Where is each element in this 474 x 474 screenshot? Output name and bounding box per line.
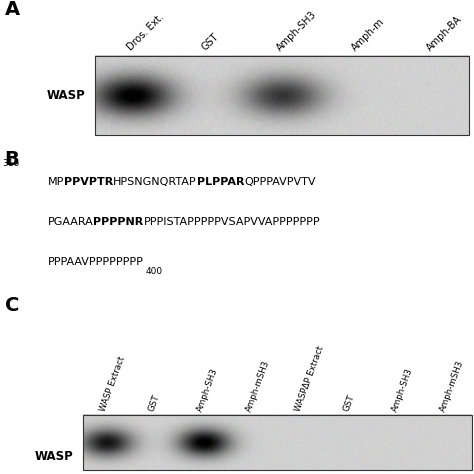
Text: PPPISTAPPPPPVSAPVVAPPPPPPP: PPPISTAPPPPPVSAPVVAPPPPPPP (144, 217, 320, 227)
Text: GST: GST (342, 393, 356, 413)
Text: 400: 400 (146, 267, 163, 276)
Text: Amph-mSH3: Amph-mSH3 (245, 359, 272, 413)
Text: Amph-BA: Amph-BA (425, 14, 464, 53)
Text: B: B (5, 150, 19, 169)
Text: PLPPAR: PLPPAR (197, 177, 244, 187)
Text: WASP: WASP (35, 450, 73, 464)
Text: GST: GST (147, 393, 162, 413)
Text: PPVPTR: PPVPTR (64, 177, 113, 187)
Text: WASP Extract: WASP Extract (99, 355, 127, 413)
Text: Amph-SH3: Amph-SH3 (275, 9, 319, 53)
Bar (95, 56, 469, 135)
Text: Dros. Ext.: Dros. Ext. (125, 12, 165, 53)
Text: QPPPAVPVTV: QPPPAVPVTV (244, 177, 316, 187)
Bar (83, 415, 472, 470)
Text: 316: 316 (2, 158, 19, 167)
Text: GST: GST (200, 32, 221, 53)
Text: C: C (5, 296, 19, 315)
Text: PPPPNR: PPPPNR (93, 217, 144, 227)
Text: Amph-SH3: Amph-SH3 (390, 366, 414, 413)
Text: Amph-mSH3: Amph-mSH3 (439, 359, 466, 413)
Text: WASPΔP Extract: WASPΔP Extract (293, 345, 325, 413)
Text: A: A (5, 0, 20, 19)
Text: PPPAAVPPPPPPPP: PPPAAVPPPPPPPP (47, 256, 143, 266)
Text: MP: MP (47, 177, 64, 187)
Text: WASP: WASP (46, 89, 85, 102)
Text: Amph-SH3: Amph-SH3 (196, 366, 220, 413)
Text: PGAARA: PGAARA (47, 217, 93, 227)
Text: HPSNGNQRTAP: HPSNGNQRTAP (113, 177, 197, 187)
Text: Amph-m: Amph-m (350, 17, 386, 53)
